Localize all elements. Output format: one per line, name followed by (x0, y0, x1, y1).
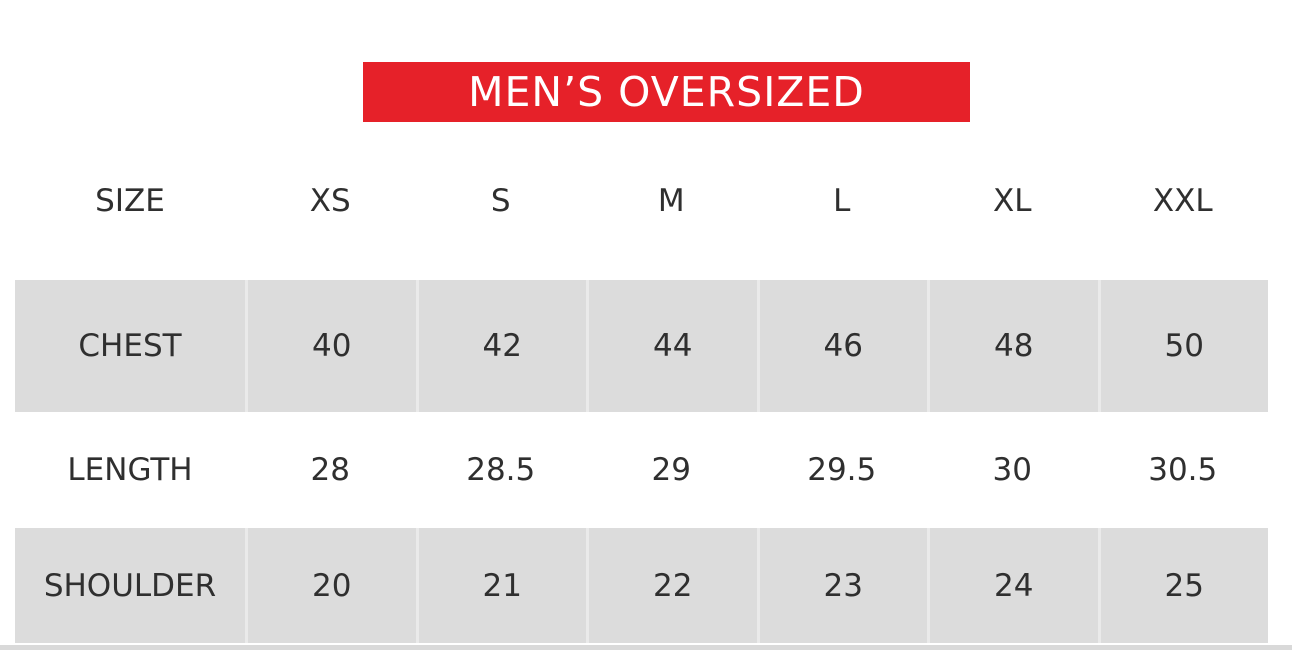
column-header-size: SIZE (95, 183, 165, 219)
cell-shoulder-m: 22 (586, 528, 757, 644)
row-label-shoulder: SHOULDER (15, 528, 245, 644)
table-row-length: LENGTH 28 28.5 29 29.5 30 30.5 (15, 412, 1268, 528)
cell-chest-xxl: 50 (1097, 280, 1268, 412)
cell-shoulder-xl: 24 (927, 528, 1098, 644)
title-banner: MEN’S OVERSIZED (363, 62, 970, 122)
size-chart-table: SIZE XS S M L XL XXL CHEST 40 42 44 46 4… (15, 122, 1268, 644)
column-header-s: S (490, 183, 511, 219)
size-chart-title: MEN’S OVERSIZED (468, 68, 865, 116)
cell-chest-xl: 48 (927, 280, 1098, 412)
table-row-shoulder: SHOULDER 20 21 22 23 24 25 (15, 528, 1268, 644)
cell-chest-xs: 40 (245, 280, 416, 412)
column-header-xxl: XXL (1152, 183, 1213, 219)
column-header-l: L (833, 183, 851, 219)
cell-length-s: 28.5 (466, 452, 536, 488)
cell-shoulder-s: 21 (415, 528, 586, 644)
cell-length-xl: 30 (992, 452, 1032, 488)
cell-shoulder-l: 23 (756, 528, 927, 644)
row-label-chest: CHEST (15, 280, 245, 412)
cell-chest-m: 44 (586, 280, 757, 412)
column-header-xl: XL (992, 183, 1032, 219)
column-header-xs: XS (309, 183, 351, 219)
cell-length-l: 29.5 (807, 452, 877, 488)
cell-length-m: 29 (651, 452, 691, 488)
column-header-m: M (657, 183, 685, 219)
table-row-chest: CHEST 40 42 44 46 48 50 (15, 280, 1268, 412)
bottom-edge-strip (0, 643, 1292, 650)
cell-shoulder-xs: 20 (245, 528, 416, 644)
cell-length-xs: 28 (310, 452, 350, 488)
cell-length-xxl: 30.5 (1148, 452, 1218, 488)
cell-chest-s: 42 (415, 280, 586, 412)
table-header-row: SIZE XS S M L XL XXL (15, 122, 1268, 280)
cell-shoulder-xxl: 25 (1097, 528, 1268, 644)
cell-chest-l: 46 (756, 280, 927, 412)
row-label-length: LENGTH (67, 452, 193, 488)
